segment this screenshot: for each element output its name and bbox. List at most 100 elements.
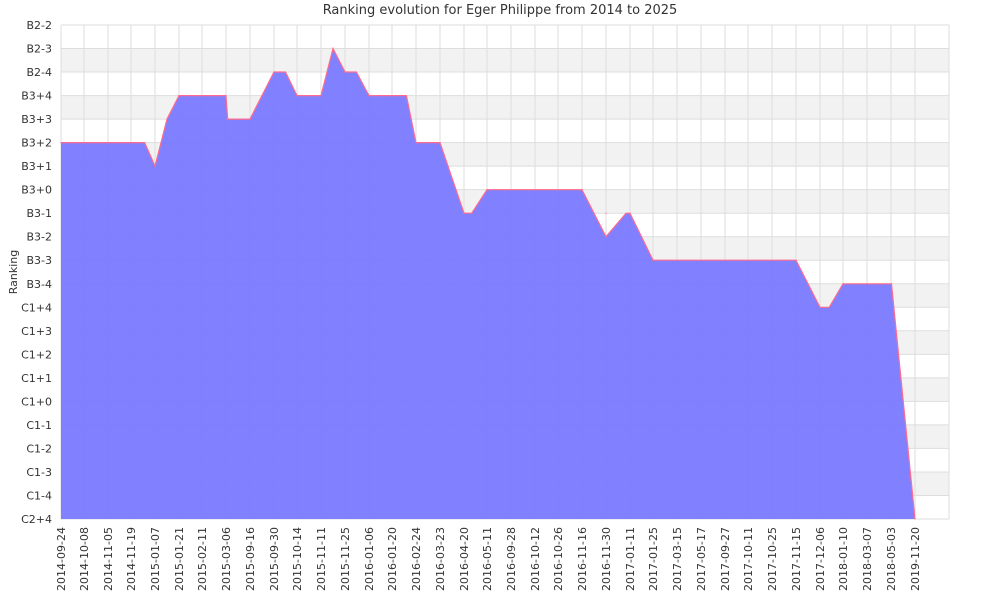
y-axis-title: Ranking bbox=[7, 250, 20, 295]
y-tick-label: C1-2 bbox=[26, 442, 52, 455]
y-tick-label: B3+3 bbox=[21, 113, 52, 126]
band-0 bbox=[61, 25, 949, 49]
chart-title: Ranking evolution for Eger Philippe from… bbox=[322, 3, 678, 18]
x-tick-label: 2015-10-14 bbox=[291, 527, 304, 591]
x-tick-label: 2016-10-26 bbox=[552, 527, 565, 591]
x-tick-label: 2015-11-25 bbox=[339, 527, 352, 591]
x-tick-label: 2016-11-30 bbox=[600, 527, 613, 591]
point-2015-11-25 bbox=[344, 71, 346, 73]
x-tick-label: 2017-05-17 bbox=[695, 527, 708, 591]
y-tick-label: B2-2 bbox=[26, 19, 52, 32]
point-2014-10-08 bbox=[83, 142, 85, 144]
x-tick-label: 2014-09-24 bbox=[55, 527, 68, 591]
x-tick-label: 2016-10-12 bbox=[529, 527, 542, 591]
x-tick-label: 2015-01-07 bbox=[149, 527, 162, 591]
point-2015-09-16 bbox=[249, 118, 251, 120]
point-2017-05-17 bbox=[700, 259, 702, 261]
point-2016-10-26 bbox=[557, 189, 559, 191]
ranking-area bbox=[61, 48, 915, 519]
y-tick-label: B3+0 bbox=[21, 184, 52, 197]
point-2016-01-20 bbox=[391, 94, 393, 97]
point-2015-09-30 bbox=[273, 71, 275, 73]
x-tick-label: 2014-10-08 bbox=[78, 527, 91, 591]
x-tick-label: 2015-09-30 bbox=[268, 527, 281, 591]
point-2018-01-10 bbox=[842, 283, 844, 285]
x-tick-label: 2016-04-20 bbox=[458, 527, 471, 591]
x-tick-label: 2019-11-20 bbox=[909, 527, 922, 591]
point-2016-03-23 bbox=[439, 142, 441, 144]
x-tick-label: 2017-01-25 bbox=[647, 527, 660, 591]
x-tick-label: 2017-09-27 bbox=[719, 527, 732, 591]
point-2014-09-24 bbox=[60, 142, 62, 144]
y-tick-label: C1-3 bbox=[26, 466, 52, 479]
point-2016-11-30 bbox=[605, 212, 607, 214]
point-2016-04-20 bbox=[463, 212, 465, 214]
point-2016-09-28 bbox=[510, 189, 512, 191]
x-tick-label: 2014-11-19 bbox=[125, 527, 138, 591]
x-tick-label: 2018-01-10 bbox=[837, 527, 850, 591]
x-tick-label: 2018-05-03 bbox=[885, 527, 898, 591]
y-tick-label: C1+0 bbox=[21, 395, 52, 408]
y-tick-label: C1-4 bbox=[26, 489, 52, 502]
y-tick-label: B3+1 bbox=[21, 160, 52, 173]
y-tick-label: C1+2 bbox=[21, 348, 52, 361]
y-tick-label: B2-4 bbox=[26, 66, 52, 79]
point-2016-10-12 bbox=[534, 189, 536, 191]
y-tick-label: B2-3 bbox=[26, 43, 52, 56]
y-axis-labels: C2+4 C1-4 C1-3 C1-2 C1-1 C1+0 C1+1 C1+2 C1+3 C1+4… bbox=[21, 19, 52, 526]
x-tick-label: 2017-01-11 bbox=[624, 527, 637, 591]
x-tick-label: 2016-09-28 bbox=[505, 527, 518, 591]
y-tick-label: B3-1 bbox=[26, 207, 52, 220]
point-2017-11-15 bbox=[795, 259, 797, 261]
point-2018-05-03 bbox=[890, 283, 892, 285]
x-tick-label: 2017-11-15 bbox=[790, 527, 803, 591]
point-2018-03-07 bbox=[866, 283, 868, 285]
x-tick-label: 2016-11-16 bbox=[576, 527, 589, 591]
point-2016-02-24 bbox=[415, 142, 417, 144]
plot-area bbox=[60, 46, 916, 520]
x-tick-label: 2015-03-06 bbox=[220, 527, 233, 591]
x-tick-label: 2016-01-20 bbox=[386, 527, 399, 591]
y-tick-label: B3+4 bbox=[21, 90, 52, 103]
y-tick-label: B3+2 bbox=[21, 137, 52, 150]
point-2015-03-06 bbox=[225, 118, 227, 120]
x-axis-labels: 2014-09-24 2014-10-08 2014-11-05 2014-11-19… bbox=[55, 527, 922, 591]
point-2017-03-15 bbox=[676, 259, 678, 261]
point-2015-01-07 bbox=[154, 165, 156, 167]
x-tick-label: 2017-10-25 bbox=[766, 527, 779, 591]
y-tick-label: B3-4 bbox=[26, 278, 52, 291]
point-2017-12-06 bbox=[819, 306, 821, 308]
point-2015-11-11 bbox=[320, 94, 322, 97]
x-tick-label: 2015-01-21 bbox=[173, 527, 186, 591]
y-tick-label: B3-2 bbox=[26, 231, 52, 244]
x-tick-label: 2016-05-11 bbox=[481, 527, 494, 591]
x-tick-label: 2016-03-23 bbox=[434, 527, 447, 591]
point-2015-10-14 bbox=[296, 94, 298, 97]
point-2019-11-20 bbox=[914, 518, 916, 520]
point-2017-10-11 bbox=[747, 259, 749, 261]
x-tick-label: 2017-10-11 bbox=[742, 527, 755, 591]
point-2014-11-19 bbox=[130, 142, 132, 144]
point-2017-09-27 bbox=[724, 259, 726, 261]
point-2017-01-25 bbox=[652, 259, 654, 261]
point-2017-10-25 bbox=[771, 259, 773, 261]
x-tick-label: 2016-01-06 bbox=[363, 527, 376, 591]
point-2016-05-11 bbox=[486, 189, 488, 191]
point-2016-11-16 bbox=[581, 189, 583, 191]
y-tick-label: C1-1 bbox=[26, 419, 52, 432]
band-2 bbox=[61, 72, 949, 96]
y-tick-label: C1+3 bbox=[21, 325, 52, 338]
y-tick-label: C1+1 bbox=[21, 372, 52, 385]
point-2014-11-05 bbox=[107, 142, 109, 144]
y-tick-label: B3-3 bbox=[26, 254, 52, 267]
y-tick-label: C1+4 bbox=[21, 301, 52, 314]
x-tick-label: 2015-11-11 bbox=[315, 527, 328, 591]
x-tick-label: 2015-09-16 bbox=[244, 527, 257, 591]
x-tick-label: 2016-02-24 bbox=[410, 527, 423, 591]
point-2015-01-21 bbox=[178, 94, 180, 97]
band-1 bbox=[61, 48, 949, 73]
x-tick-label: 2017-12-06 bbox=[814, 527, 827, 591]
x-tick-label: 2015-02-11 bbox=[196, 527, 209, 591]
x-tick-label: 2018-03-07 bbox=[861, 527, 874, 591]
